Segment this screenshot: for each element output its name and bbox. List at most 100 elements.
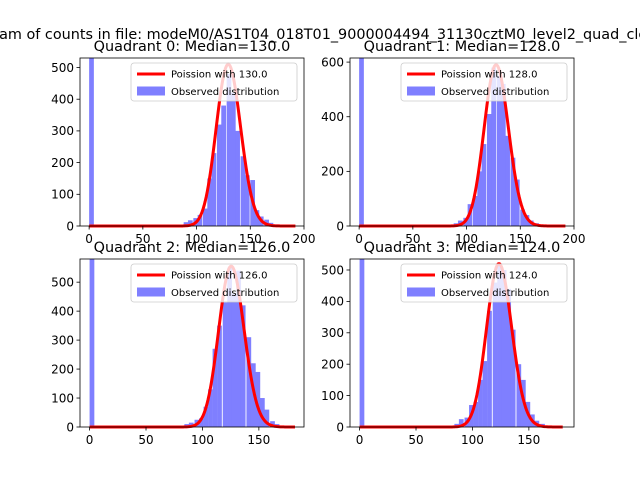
- x-tick-label: 200: [293, 232, 316, 246]
- legend-hist-label: Observed distribution: [441, 288, 549, 299]
- histogram-bar: [199, 418, 204, 427]
- histogram-bar: [492, 282, 498, 427]
- legend-fit-label: Poission with 126.0: [171, 271, 267, 282]
- x-tick-label: 50: [405, 232, 420, 246]
- x-tick-label: 200: [563, 232, 586, 246]
- histogram-bar: [510, 157, 516, 226]
- x-tick-label: 0: [85, 232, 93, 246]
- histogram-bar: [227, 267, 233, 427]
- y-tick-label: 100: [321, 389, 344, 403]
- legend-box: [130, 263, 298, 303]
- subplot-title: Quadrant 3: Median=124.0: [364, 240, 561, 256]
- histogram-bar: [240, 305, 246, 427]
- y-tick-label: 400: [321, 295, 344, 309]
- axes-frame: [79, 57, 305, 227]
- histogram-bar: [217, 325, 222, 427]
- histogram-bar: [89, 58, 94, 226]
- y-tick-label: 400: [321, 110, 344, 124]
- histogram-bar: [203, 208, 208, 226]
- histogram-bar: [187, 220, 193, 226]
- histogram-bar: [505, 135, 510, 226]
- quadrant-0-axes: 0 50 100 150 200 0 100 200 300 400 500 Quadrant 0: …: [51, 39, 315, 246]
- histogram-bar: [231, 293, 237, 427]
- legend-fit-label: Poission with 124.0: [441, 271, 537, 282]
- histogram-bar: [477, 171, 483, 226]
- y-tick-label: 100: [51, 391, 74, 405]
- histogram-bar: [506, 288, 512, 427]
- quadrant-2-axes: 0 50 100 150 0 100 200 300 400 500 Quadrant 2: Med…: [51, 240, 305, 447]
- histogram-bar: [207, 178, 213, 226]
- legend-hist-label: Observed distribution: [171, 288, 279, 299]
- histogram-bar: [486, 114, 492, 226]
- histogram-bar: [359, 58, 364, 226]
- histogram-bar: [516, 364, 522, 427]
- y-tick-label: 600: [321, 55, 344, 69]
- histogram-bar: [255, 371, 261, 427]
- legend-hist-swatch: [407, 287, 435, 297]
- y-tick-label: 200: [321, 165, 344, 179]
- quadrant-3-axes: 0 50 100 150 0 100 200 300 400 500 Quadrant 3: Med…: [321, 240, 575, 447]
- legend-fit-label: Poission with 130.0: [171, 70, 267, 81]
- y-tick-label: 500: [51, 275, 74, 289]
- x-tick-label: 50: [138, 433, 153, 447]
- axes-frame: [79, 258, 305, 428]
- histogram-bar: [240, 156, 246, 226]
- histogram-bar: [458, 419, 464, 427]
- histogram-bar: [491, 67, 497, 226]
- legend-hist-label: Observed distribution: [171, 87, 279, 98]
- legend-box: [400, 263, 568, 303]
- y-tick-label: 500: [51, 61, 74, 75]
- y-tick-label: 100: [51, 188, 74, 202]
- subplot-title: Quadrant 0: Median=130.0: [94, 39, 291, 55]
- histogram-bar: [264, 409, 270, 427]
- y-tick-label: 300: [321, 326, 344, 340]
- histogram-bar: [473, 401, 479, 427]
- histogram-bar: [359, 259, 365, 427]
- histogram-bar: [211, 153, 217, 226]
- histogram-bar: [236, 270, 242, 427]
- y-tick-label: 500: [321, 263, 344, 277]
- y-tick-label: 200: [51, 362, 74, 376]
- x-tick-label: 100: [191, 433, 214, 447]
- histogram-bar: [221, 105, 227, 226]
- legend-hist-label: Observed distribution: [441, 87, 549, 98]
- y-tick-label: 0: [336, 420, 344, 434]
- legend-hist-swatch: [137, 86, 165, 96]
- x-tick-label: 150: [239, 232, 262, 246]
- x-tick-label: 150: [517, 433, 540, 447]
- histogram-bar: [520, 209, 526, 226]
- x-tick-label: 0: [86, 433, 94, 447]
- y-tick-label: 300: [51, 124, 74, 138]
- histogram-bar: [222, 302, 228, 427]
- histogram-bar: [254, 210, 260, 226]
- legend-hist-swatch: [407, 86, 435, 96]
- x-tick-label: 0: [356, 433, 364, 447]
- y-tick-label: 400: [51, 93, 74, 107]
- histogram-bar: [524, 215, 530, 226]
- histogram-bar: [89, 259, 95, 427]
- histogram-bar: [496, 75, 502, 226]
- histogram-bar: [481, 144, 487, 226]
- x-tick-label: 100: [461, 433, 484, 447]
- histogram-bar: [473, 195, 478, 226]
- y-tick-label: 0: [336, 219, 344, 233]
- histogram-bar: [270, 421, 275, 427]
- x-tick-label: 150: [247, 433, 270, 447]
- x-tick-label: 100: [455, 232, 478, 246]
- y-tick-label: 400: [51, 304, 74, 318]
- axes-frame: [349, 57, 575, 227]
- histogram-bar: [487, 310, 492, 427]
- histogram-bar: [212, 348, 218, 427]
- histogram-bar: [216, 124, 222, 226]
- histogram-bar: [500, 83, 506, 226]
- histogram-bar: [183, 222, 189, 226]
- histogram-bar: [510, 329, 516, 427]
- subplot-title: Quadrant 1: Median=128.0: [364, 39, 561, 55]
- legend-fit-label: Poission with 128.0: [441, 70, 537, 81]
- histogram-bar: [203, 406, 209, 427]
- legend-hist-swatch: [137, 287, 165, 297]
- subplot-title: Quadrant 2: Median=126.0: [94, 240, 291, 256]
- histogram-bar: [208, 389, 213, 427]
- histogram-bar: [478, 379, 483, 427]
